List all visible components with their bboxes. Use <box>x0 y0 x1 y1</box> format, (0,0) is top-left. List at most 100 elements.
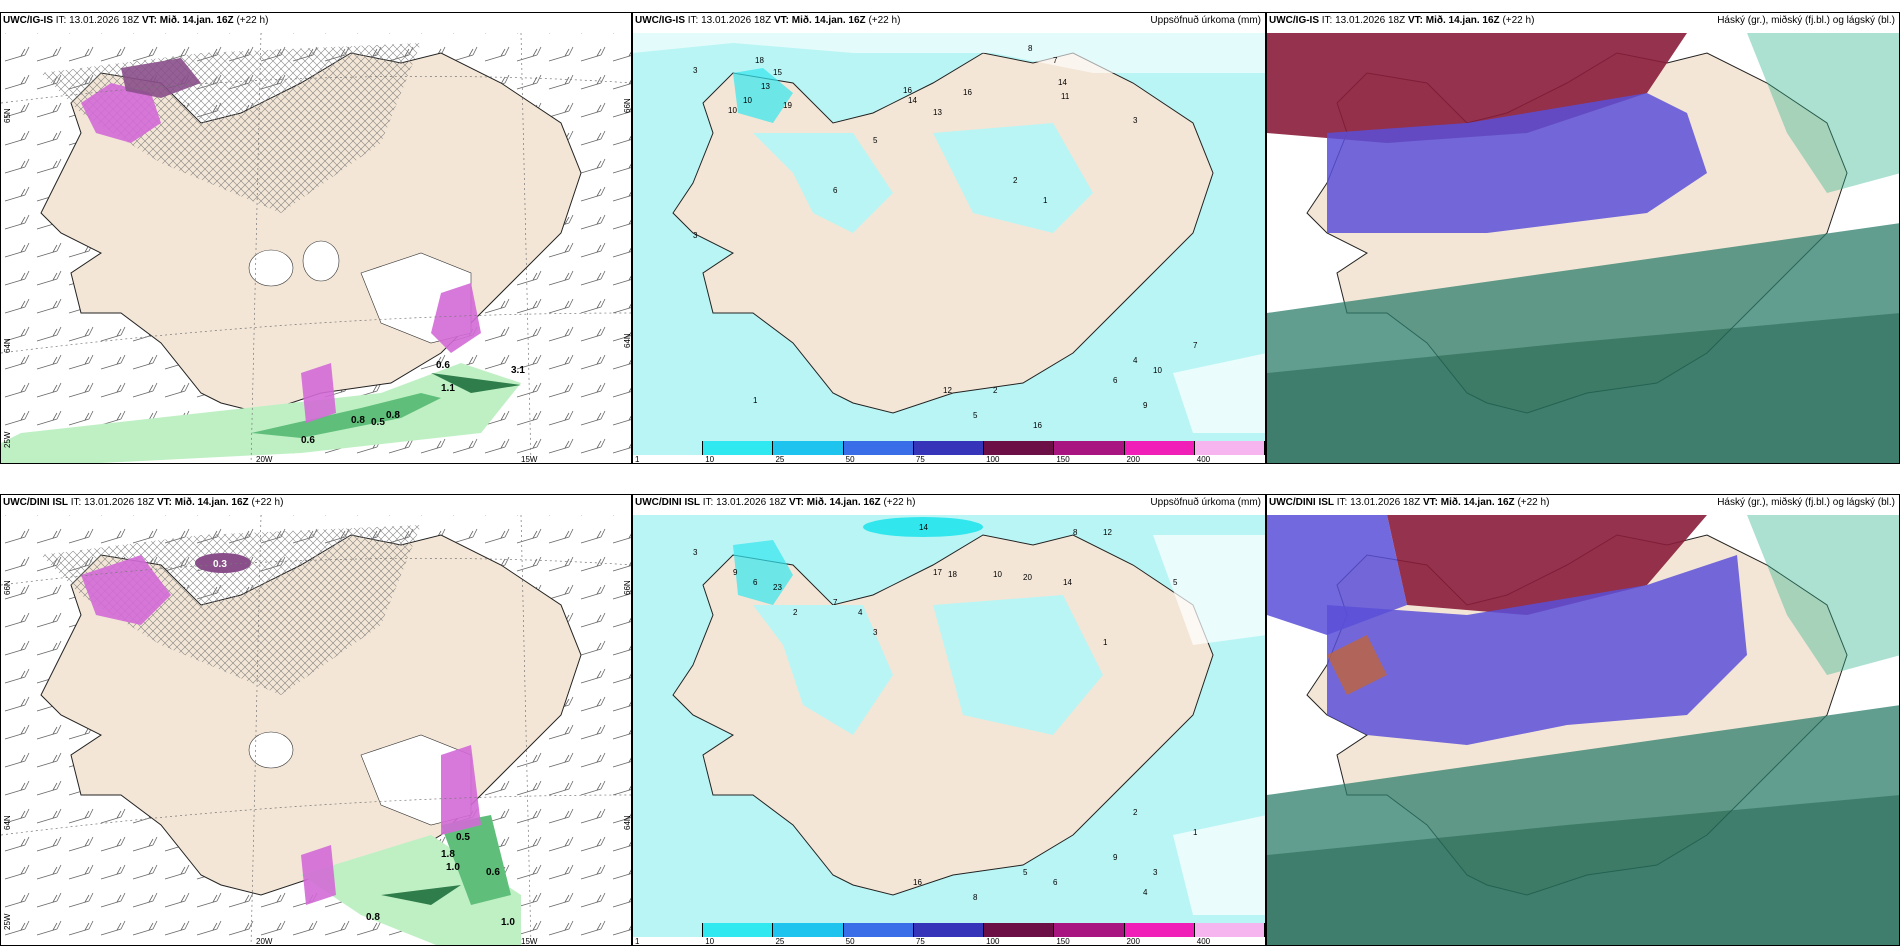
svg-text:9: 9 <box>1113 853 1118 862</box>
legend-swatch <box>633 923 704 937</box>
legend-label: 75 <box>915 455 925 464</box>
svg-text:12: 12 <box>943 386 952 395</box>
svg-text:10: 10 <box>993 570 1002 579</box>
svg-text:1: 1 <box>1193 828 1198 837</box>
svg-text:20: 20 <box>1023 573 1032 582</box>
precip-legend: 1 10 25 50 75 100 150 200 400 <box>633 923 1265 945</box>
wind-panel-row1: UWC/IG-IS IT: 13.01.2026 18Z VT: Mið. 14… <box>0 12 632 464</box>
svg-text:3: 3 <box>693 66 698 75</box>
legend-swatch <box>703 441 774 455</box>
lon-label: 25W <box>3 431 12 448</box>
lat-label: 64N <box>3 815 12 830</box>
val: 1.0 <box>446 862 460 873</box>
lon-label: 15W <box>521 937 538 946</box>
legend-label: 1 <box>635 455 640 464</box>
lat-label-right: 66N <box>623 580 632 595</box>
precip-legend: 1 10 25 50 75 100 150 200 400 <box>633 441 1265 463</box>
svg-text:2: 2 <box>1133 808 1138 817</box>
legend-label: 200 <box>1126 937 1140 946</box>
svg-text:5: 5 <box>873 136 878 145</box>
precip-map: 14 3 23 17 18 10 20 14 8 9 6 2 5 1 7 4 3… <box>633 515 1265 925</box>
cloud-panel-row1: UWC/IG-IS IT: 13.01.2026 18Z VT: Mið. 14… <box>1266 12 1900 464</box>
svg-text:16: 16 <box>903 86 912 95</box>
svg-text:7: 7 <box>1193 341 1198 350</box>
legend-label: 100 <box>986 937 1000 946</box>
svg-text:8: 8 <box>973 893 978 902</box>
lat-label: 66N <box>3 580 12 595</box>
legend-swatch <box>984 441 1055 455</box>
svg-text:14: 14 <box>908 96 917 105</box>
svg-text:1: 1 <box>753 396 758 405</box>
lat-label: 65N <box>3 108 12 123</box>
svg-text:14: 14 <box>919 523 928 532</box>
svg-text:10: 10 <box>728 106 737 115</box>
val: 0.6 <box>486 867 500 878</box>
lat-label-right: 66N <box>623 98 632 113</box>
svg-text:6: 6 <box>1113 376 1118 385</box>
legend-swatch <box>1054 441 1125 455</box>
legend-swatch <box>773 441 844 455</box>
wind-panel-row2: UWC/DINI ISL IT: 13.01.2026 18Z VT: Mið.… <box>0 494 632 946</box>
svg-text:3: 3 <box>693 231 698 240</box>
svg-text:5: 5 <box>973 411 978 420</box>
legend-swatch <box>913 441 985 455</box>
svg-text:4: 4 <box>1143 888 1148 897</box>
precip-values: 3 10 18 13 15 19 10 16 14 13 16 8 7 14 1… <box>693 44 1198 430</box>
svg-text:8: 8 <box>1073 528 1078 537</box>
svg-text:3: 3 <box>873 628 878 637</box>
cloud-title: Háský (gr.), miðský (fj.bl.) og lágský (… <box>1717 497 1895 508</box>
wind-map: 0.6 0.8 0.5 0.8 1.1 0.6 3.1 <box>1 13 631 463</box>
legend-label: 150 <box>1056 455 1070 464</box>
svg-text:1: 1 <box>1103 638 1108 647</box>
svg-text:5: 5 <box>1173 578 1178 587</box>
legend-swatch <box>913 923 985 937</box>
svg-text:4: 4 <box>1133 356 1138 365</box>
svg-text:23: 23 <box>773 583 782 592</box>
panel-header: UWC/DINI ISL IT: 13.01.2026 18Z VT: Mið.… <box>635 497 916 508</box>
svg-text:16: 16 <box>913 878 922 887</box>
svg-text:13: 13 <box>933 108 942 117</box>
precip-panel-row1: UWC/IG-IS IT: 13.01.2026 18Z VT: Mið. 14… <box>632 12 1266 464</box>
svg-text:3: 3 <box>1153 868 1158 877</box>
svg-text:1: 1 <box>1043 196 1048 205</box>
panel-header: UWC/IG-IS IT: 13.01.2026 18Z VT: Mið. 14… <box>1269 15 1535 26</box>
val: 0.5 <box>456 832 470 843</box>
cloud-panel-row2: UWC/DINI ISL IT: 13.01.2026 18Z VT: Mið.… <box>1266 494 1900 946</box>
legend-swatch <box>843 441 914 455</box>
svg-text:5: 5 <box>1023 868 1028 877</box>
svg-text:18: 18 <box>755 56 764 65</box>
val: 0.8 <box>351 415 365 426</box>
precip-title: Uppsöfnuð úrkoma (mm) <box>1150 497 1261 508</box>
val: 1.8 <box>441 849 455 860</box>
legend-swatch <box>1124 923 1195 937</box>
svg-text:18: 18 <box>948 570 957 579</box>
legend-swatch <box>1124 441 1195 455</box>
precip-title: Uppsöfnuð úrkoma (mm) <box>1150 15 1261 26</box>
svg-text:3: 3 <box>1133 116 1138 125</box>
panel-header: UWC/IG-IS IT: 13.01.2026 18Z VT: Mið. 14… <box>635 15 901 26</box>
svg-text:4: 4 <box>858 608 863 617</box>
legend-label: 50 <box>845 455 855 464</box>
svg-text:6: 6 <box>833 186 838 195</box>
legend-swatch <box>1194 441 1265 455</box>
legend-label: 50 <box>845 937 855 946</box>
svg-text:10: 10 <box>1153 366 1162 375</box>
precip-map: 3 10 18 13 15 19 10 16 14 13 16 8 7 14 1… <box>633 33 1265 443</box>
precip-values: 14 3 23 17 18 10 20 14 8 9 6 2 5 1 7 4 3… <box>693 523 1198 902</box>
legend-label: 100 <box>986 455 1000 464</box>
svg-text:12: 12 <box>1103 528 1112 537</box>
cloud-map <box>1267 515 1899 945</box>
svg-text:11: 11 <box>1061 92 1070 101</box>
val: 3.1 <box>511 365 525 376</box>
svg-text:3: 3 <box>693 548 698 557</box>
legend-label: 400 <box>1196 937 1211 946</box>
svg-text:14: 14 <box>1058 78 1067 87</box>
legend-swatch <box>1054 923 1125 937</box>
svg-text:10: 10 <box>743 96 752 105</box>
lat-label: 64N <box>3 338 12 353</box>
svg-text:9: 9 <box>733 568 738 577</box>
svg-text:9: 9 <box>1143 401 1148 410</box>
svg-text:6: 6 <box>1053 878 1058 887</box>
legend-label: 25 <box>775 455 785 464</box>
legend-swatch <box>703 923 774 937</box>
